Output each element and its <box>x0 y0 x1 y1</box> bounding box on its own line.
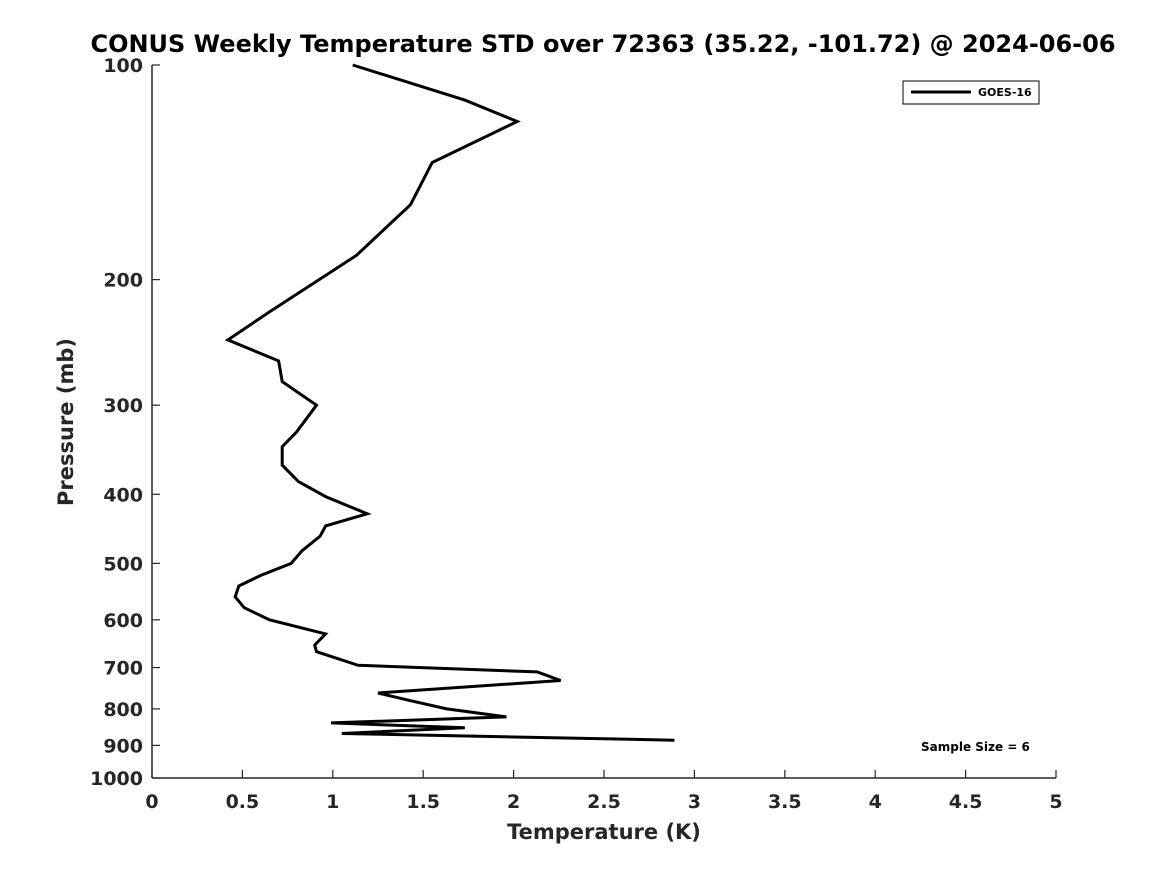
sample-size-annotation: Sample Size = 6 <box>921 740 1030 754</box>
y-tick-label: 800 <box>103 699 143 721</box>
y-tick-label: 200 <box>103 270 143 292</box>
series-layer <box>224 63 675 742</box>
x-tick-label: 2.5 <box>587 791 621 813</box>
y-tick-label: 300 <box>103 395 143 417</box>
y-axis-label: Pressure (mb) <box>54 338 78 506</box>
x-tick-label: 1.5 <box>406 791 440 813</box>
x-tick-label: 1 <box>326 791 339 813</box>
legend-label: GOES-16 <box>978 86 1032 99</box>
x-tick-label: 2 <box>507 791 520 813</box>
x-tick-label: 4.5 <box>949 791 983 813</box>
y-tick-label: 1000 <box>90 768 143 790</box>
x-tick-label: 3 <box>688 791 701 813</box>
chart-title: CONUS Weekly Temperature STD over 72363 … <box>90 30 1115 58</box>
x-tick-label: 3.5 <box>768 791 802 813</box>
y-tick-label: 400 <box>103 484 143 506</box>
series-line <box>224 63 675 742</box>
y-tick-label: 100 <box>103 55 143 77</box>
x-ticks: 0 0.5 1 1.5 2 2.5 3 3.5 4 4.5 5 <box>145 770 1063 813</box>
y-tick-label: 900 <box>103 735 143 757</box>
y-tick-label: 700 <box>103 658 143 680</box>
x-axis-label: Temperature (K) <box>507 820 701 844</box>
y-ticks: 100 200 300 400 500 600 700 800 900 1000 <box>90 55 160 790</box>
x-tick-label: 4 <box>869 791 882 813</box>
x-tick-label: 0.5 <box>226 791 260 813</box>
x-tick-label: 0 <box>145 791 158 813</box>
x-tick-label: 5 <box>1049 791 1062 813</box>
legend: GOES-16 <box>902 80 1040 105</box>
y-tick-label: 600 <box>103 610 143 632</box>
y-tick-label: 500 <box>103 553 143 575</box>
